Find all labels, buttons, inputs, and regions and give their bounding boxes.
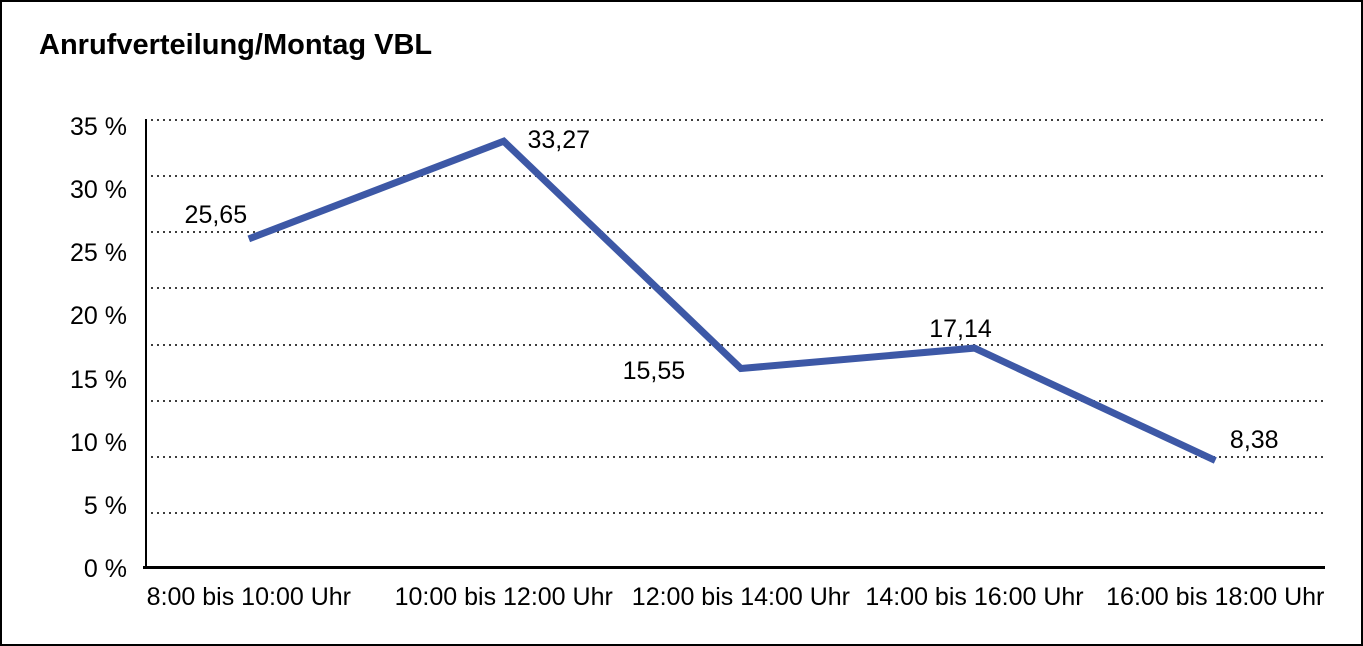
gridline <box>145 119 1325 121</box>
y-tick-label: 35 % <box>70 113 127 141</box>
chart-title: Anrufverteilung/Montag VBL <box>39 29 433 61</box>
x-tick-label: 8:00 bis 10:00 Uhr <box>146 583 351 611</box>
data-value-label: 17,14 <box>929 315 992 344</box>
x-tick-label: 10:00 bis 12:00 Uhr <box>394 583 613 611</box>
x-tick-label: 14:00 bis 16:00 Uhr <box>865 583 1084 611</box>
y-tick-label: 15 % <box>70 365 127 394</box>
gridline <box>145 455 1325 458</box>
y-tick-label: 25 % <box>70 239 127 268</box>
y-axis-line <box>145 119 147 568</box>
gridline <box>145 511 1325 514</box>
data-value-label: 15,55 <box>622 356 686 385</box>
plot-area <box>143 119 1325 569</box>
y-tick-label: 5 % <box>83 491 127 520</box>
series-line <box>247 137 1217 464</box>
gridline <box>145 175 1325 178</box>
y-tick-label: 20 % <box>70 302 127 331</box>
gridline <box>145 287 1325 290</box>
y-tick-label: 0 % <box>83 554 127 583</box>
data-value-label: 25,65 <box>184 200 248 229</box>
x-tick-label: 16:00 bis 18:00 Uhr <box>1106 583 1325 611</box>
x-axis-line <box>143 566 1325 569</box>
line-series-svg <box>247 137 1217 464</box>
gridline <box>145 231 1325 234</box>
gridline <box>145 343 1325 346</box>
data-value-label: 8,38 <box>1229 426 1279 455</box>
y-tick-label: 10 % <box>70 428 127 457</box>
x-tick-label: 12:00 bis 14:00 Uhr <box>631 583 850 611</box>
gridline <box>145 399 1325 402</box>
data-value-label: 33,27 <box>527 126 590 155</box>
y-tick-label: 30 % <box>70 176 127 205</box>
